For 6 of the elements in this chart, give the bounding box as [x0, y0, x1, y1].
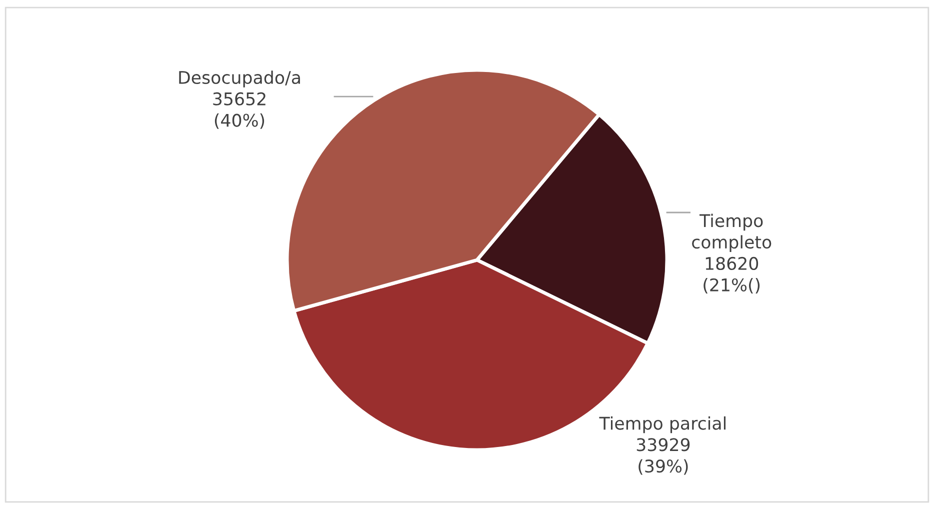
data-label: 33929 (39%)	[636, 438, 690, 475]
slice-label: Desocupado/a	[179, 70, 300, 88]
slice-label: Tiempo parcial	[599, 416, 726, 434]
data-label: 18620 (21%()	[704, 256, 760, 294]
slice-label: Tiempo completo	[692, 214, 772, 252]
data-label: 35652 (40%)	[213, 92, 266, 129]
